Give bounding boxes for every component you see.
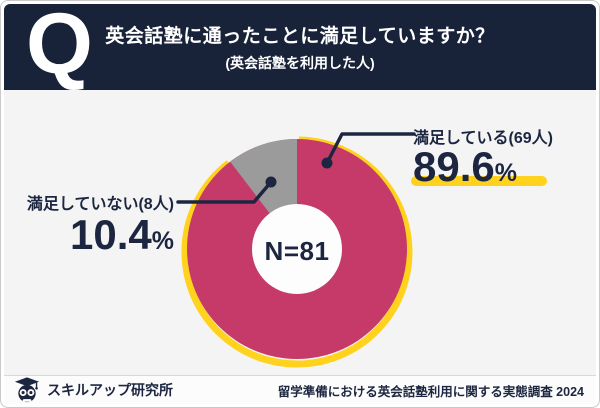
owl-mascot-icon [14,377,40,403]
question-subtitle: (英会話塾を利用した人) [225,55,375,71]
callout-line-satisfied [325,132,416,165]
callout-line-unsatisfied [176,180,273,204]
donut-hole [252,204,342,294]
question-title: 英会話塾に通ったことに満足していますか？ [105,26,495,47]
satisfied-percent-value: 89.6 [413,143,495,190]
unsatisfied-label: 満足していない(8人) [26,196,174,213]
unsatisfied-percent-sign: % [151,227,174,255]
sample-size-label: N=81 [264,236,330,266]
header-title-block: 英会話塾に通ったことに満足していますか？ (英会話塾を利用した人) [4,4,596,90]
satisfied-percent: 89.6% [411,143,547,190]
brand-name: スキルアップ研究所 [47,382,173,398]
question-q-logo: Q [26,0,93,92]
brand-block: スキルアップ研究所 [14,377,173,403]
callout-dot-unsatisfied [265,176,277,188]
unsatisfied-percent: 10.4% [70,214,174,256]
unsatisfied-percent-value: 10.4 [70,211,152,258]
header-banner: Q 英会話塾に通ったことに満足していますか？ (英会話塾を利用した人) [4,1,596,90]
donut-chart [176,132,416,368]
satisfied-percent-sign: % [494,159,517,187]
chart-panel: 満足している(69人) 89.6% 満足していない(8人) 10.4% N=81 [4,90,596,378]
survey-source: 留学準備における英会話塾利用に関する実態調査 2024 [277,384,584,399]
callout-dot-satisfied [321,157,333,169]
yellow-highlight-bar [411,176,547,186]
highlight-ring-arc [181,136,413,368]
satisfied-label: 満足している(69人) [413,130,553,147]
footer-bar: スキルアップ研究所 留学準備における英会話塾利用に関する実態調査 2024 [4,375,596,404]
